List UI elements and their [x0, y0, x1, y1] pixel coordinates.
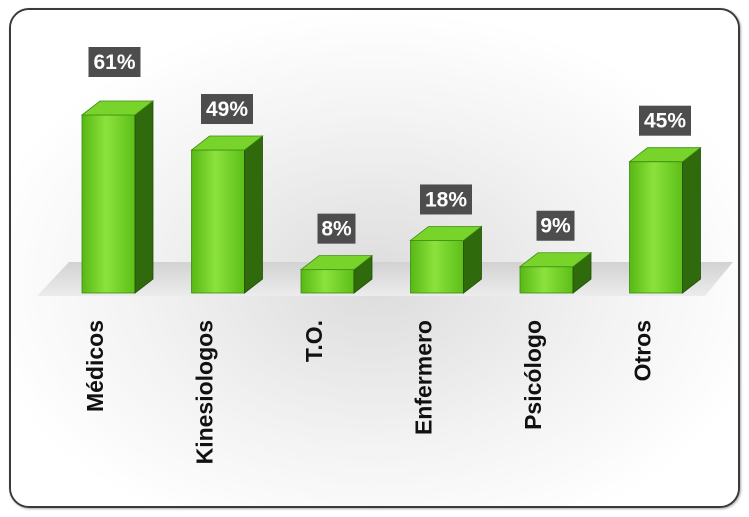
data-label-text-t-o: 8%	[321, 218, 352, 241]
data-label-text-enfermero: 18%	[425, 188, 467, 211]
bar-front-psicologo	[519, 266, 574, 294]
data-label-psicologo: 9%	[536, 210, 575, 241]
bar-chart: 61% 49% 8% 18% 9% 45% Médicos Kinesiologos T.O.…	[11, 10, 738, 506]
data-label-box-kinesiologos	[201, 94, 253, 125]
data-label-medicos: 61%	[88, 47, 141, 77]
bar-front-enfermero	[410, 240, 464, 294]
bar-otros	[628, 146, 702, 294]
data-label-box-enfermero	[420, 184, 472, 215]
data-label-otros: 45%	[639, 105, 691, 136]
category-label-medicos: Médicos	[82, 320, 108, 412]
bar-top-medicos	[80, 100, 155, 116]
bar-top-t-o	[299, 255, 374, 271]
data-label-text-otros: 45%	[644, 110, 686, 133]
bar-front-kinesiologos	[191, 149, 245, 294]
data-label-kinesiologos: 49%	[201, 94, 253, 125]
bar-enfermero	[409, 225, 483, 294]
bar-t-o	[299, 254, 374, 294]
chart-frame: 61% 49% 8% 18% 9% 45% Médicos Kinesiologos T.O.…	[9, 8, 740, 508]
data-label-t-o: 8%	[317, 213, 356, 244]
category-label-t-o: T.O.	[301, 320, 327, 362]
data-label-box-medicos	[88, 47, 141, 77]
category-label-otros: Otros	[630, 320, 656, 381]
data-label-text-psicologo: 9%	[540, 215, 571, 238]
data-label-box-t-o	[317, 213, 356, 244]
bar-front-t-o	[300, 269, 355, 294]
bar-medicos	[80, 100, 155, 294]
category-labels-layer: Médicos Kinesiologos T.O. Enfermero Psicólog…	[82, 320, 656, 464]
bar-side-kinesiologos	[244, 135, 263, 294]
bar-top-kinesiologos	[190, 135, 264, 151]
data-label-text-kinesiologos: 49%	[206, 98, 248, 121]
bars-layer	[80, 100, 702, 294]
bar-side-medicos	[134, 100, 154, 294]
data-label-box-otros	[639, 105, 691, 136]
category-label-kinesiologos: Kinesiologos	[192, 320, 218, 464]
data-labels-layer: 61% 49% 8% 18% 9% 45%	[88, 47, 691, 244]
bar-top-psicologo	[518, 252, 593, 268]
category-label-psicologo: Psicólogo	[520, 320, 546, 430]
bar-side-otros	[682, 146, 701, 294]
bar-front-otros	[629, 161, 683, 294]
data-label-enfermero: 18%	[420, 184, 472, 215]
data-label-box-psicologo	[536, 210, 575, 241]
bar-top-otros	[628, 147, 702, 163]
bar-psicologo	[518, 251, 593, 294]
category-label-enfermero: Enfermero	[411, 320, 437, 435]
bar-top-enfermero	[409, 226, 483, 241]
bar-kinesiologos	[190, 135, 264, 294]
bar-front-medicos	[81, 114, 136, 294]
data-label-text-medicos: 61%	[93, 51, 135, 74]
